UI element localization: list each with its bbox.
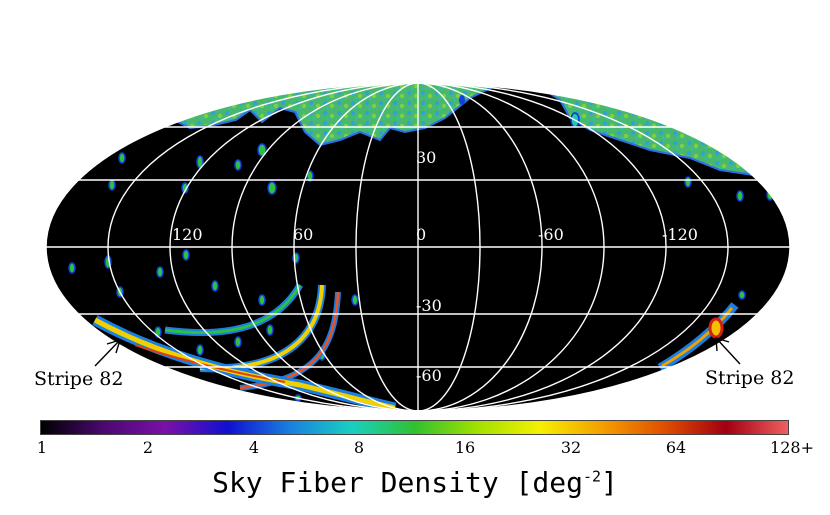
stripe-82-left-hot [134,344,286,383]
stripe-82-right-hot [708,317,724,339]
stripe-82-label-left: Stripe 82 [34,368,124,390]
lat-label-neg30: -30 [416,296,442,315]
map-outline [45,82,791,412]
colorbar-tick: 1 [36,438,48,457]
stripe-82-label-right: Stripe 82 [705,367,795,389]
colorbar-tick: 2 [142,438,154,457]
colorbar-tick: 4 [248,438,260,457]
colorbar-title-exponent: -2 [582,467,602,486]
lon-label-0: 0 [416,225,426,244]
lon-label-60: 60 [293,225,313,244]
stripe-82-arrow-right [715,337,741,365]
colorbar-title-close: ] [601,466,618,499]
colorbar-tick: 16 [454,438,476,457]
stripe-82-arrow-left [94,338,122,367]
colorbar-title: Sky Fiber Density [deg-2] [0,466,830,499]
lon-label-120: 120 [172,225,203,244]
colorbar-tick: 32 [560,438,582,457]
plate-arc-3-core [239,291,340,390]
colorbar-title-text: Sky Fiber Density [deg [212,466,583,499]
colorbar [40,420,789,435]
stripe-82-right-core [661,307,734,368]
lat-label-30: 30 [416,148,436,167]
colorbar-tick: 128+ [770,438,814,457]
plate-arc-1-core [164,284,302,335]
lon-label-neg60: -60 [538,225,564,244]
colorbar-tick: 64 [665,438,687,457]
lat-label-neg60: -60 [416,366,442,385]
lon-label-neg120: -120 [662,225,698,244]
colorbar-tick: 8 [353,438,365,457]
